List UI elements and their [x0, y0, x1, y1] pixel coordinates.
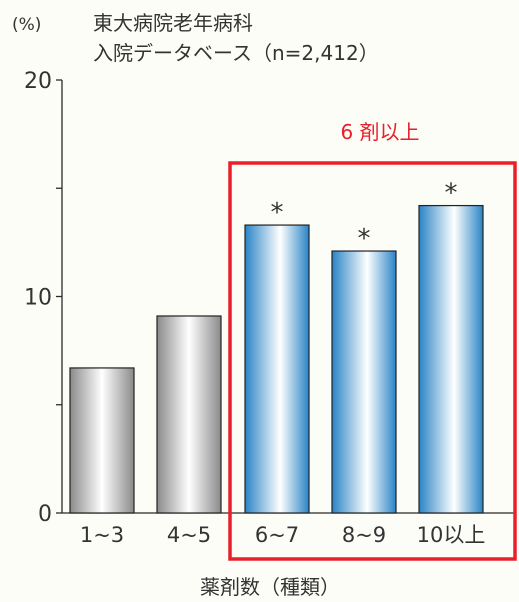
y-tick-label-20: 20 — [24, 69, 52, 94]
y-tick-label-0: 0 — [38, 502, 52, 527]
bar-5 — [418, 204, 484, 514]
y-axis-unit-label: (%) — [12, 15, 41, 35]
significance-marker-5: * — [445, 179, 458, 209]
bar-3 — [244, 224, 310, 514]
x-tick-label-1: 1~3 — [80, 523, 124, 547]
x-tick-label-3: 6~7 — [255, 523, 299, 547]
significance-marker-3: * — [271, 198, 284, 228]
chart-title: 東大病院老年病科 — [93, 11, 253, 35]
bar-1 — [69, 367, 135, 514]
highlight-box — [228, 161, 517, 561]
chart-subtitle: 入院データベース（n=2,412） — [93, 41, 379, 65]
significance-marker-4: * — [358, 224, 371, 254]
x-tick-label-2: 4~5 — [167, 523, 211, 547]
x-axis-label: 薬剤数（種類） — [200, 575, 340, 599]
x-tick-label-5: 10以上 — [417, 523, 486, 547]
x-tick-label-4: 8~9 — [342, 523, 386, 547]
y-tick-label-10: 10 — [24, 286, 52, 311]
bar-4 — [331, 250, 397, 514]
bar-2 — [156, 315, 222, 514]
highlight-label: 6 剤以上 — [340, 120, 419, 144]
